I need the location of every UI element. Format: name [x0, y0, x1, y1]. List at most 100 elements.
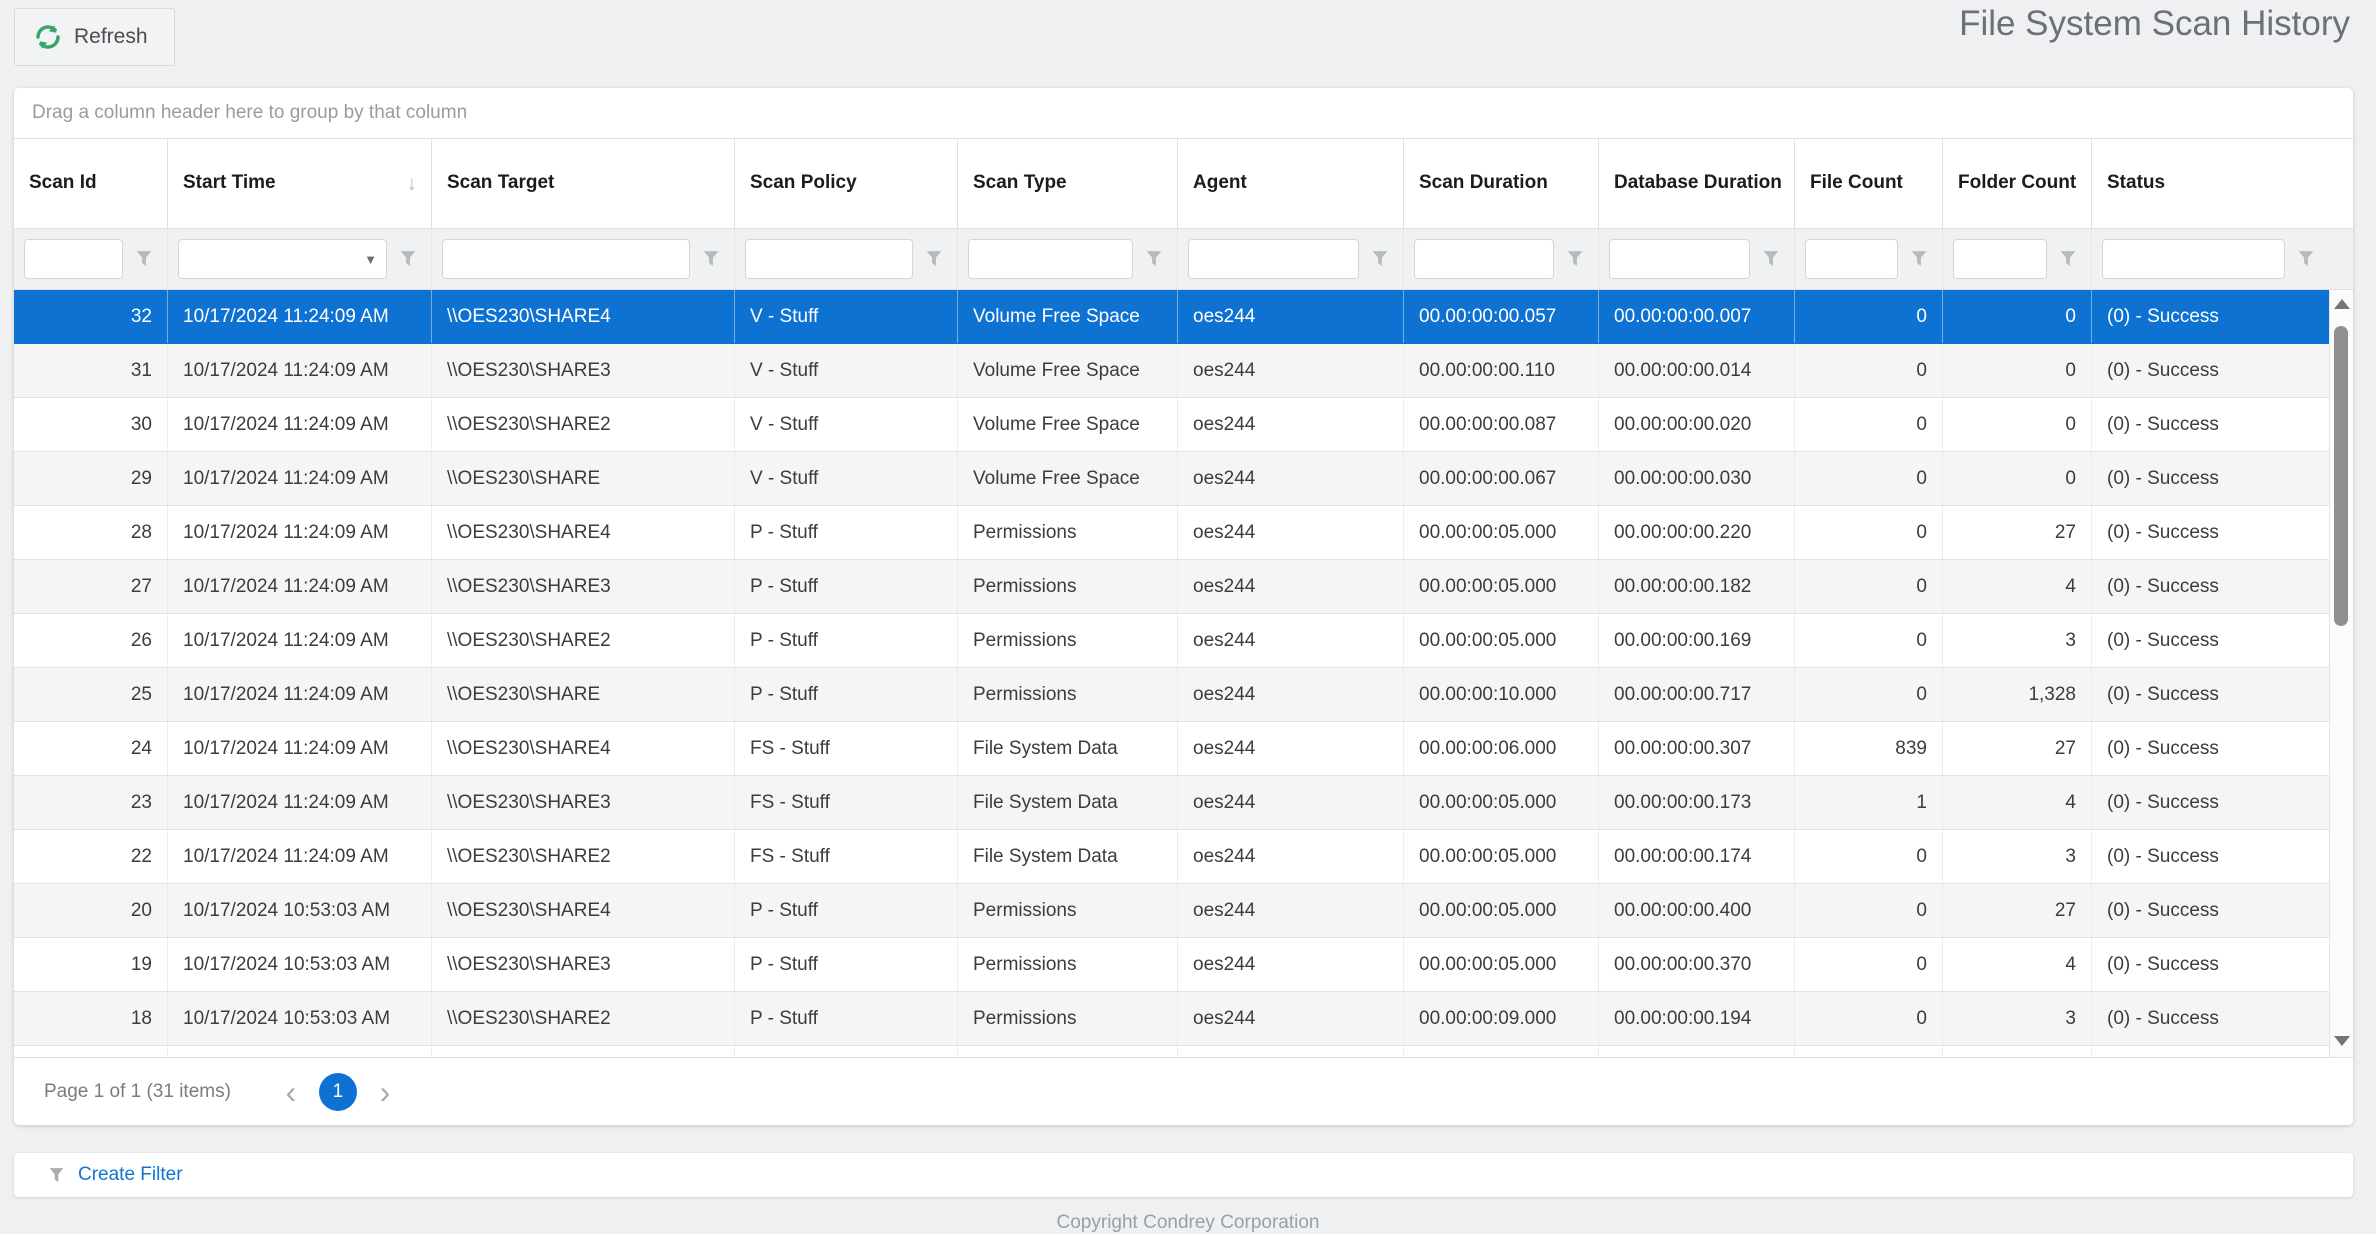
cell-status: (0) - Success	[2092, 290, 2329, 343]
cell-database_duration: 00.00:00:00.014	[1599, 344, 1795, 397]
sort-desc-arrow-icon: ↓	[407, 171, 420, 196]
cell-scan_policy: V - Stuff	[735, 398, 958, 451]
table-row[interactable]: 2510/17/2024 11:24:09 AM\\OES230\SHAREP …	[14, 668, 2353, 722]
cell-agent: oes244	[1178, 344, 1404, 397]
cell-folder_count: 3	[1943, 830, 2092, 883]
filter-menu-button-scan_type[interactable]	[1139, 250, 1169, 268]
cell-folder_count: 1,328	[1943, 668, 2092, 721]
filter-menu-button-folder_count[interactable]	[2053, 250, 2083, 268]
filter-input-scan_type[interactable]	[978, 248, 1123, 271]
filter-input-database_duration[interactable]	[1619, 248, 1740, 271]
column-header-scan_policy[interactable]: Scan Policy	[735, 139, 958, 228]
cell-scan_type: Permissions	[958, 560, 1178, 613]
cell-database_duration: 00.00:00:00.007	[1599, 290, 1795, 343]
cell-scan_id: 32	[14, 290, 168, 343]
cell-database_duration: 00.00:00:00.370	[1599, 938, 1795, 991]
column-header-status[interactable]: Status	[2092, 139, 2329, 228]
column-header-database_duration[interactable]: Database Duration	[1599, 139, 1795, 228]
pager-prev-button[interactable]: ‹	[269, 1076, 313, 1108]
table-row[interactable]: 2910/17/2024 11:24:09 AM\\OES230\SHAREV …	[14, 452, 2353, 506]
column-header-folder_count[interactable]: Folder Count	[1943, 139, 2092, 228]
cell-folder_count: 4	[1943, 560, 2092, 613]
column-header-file_count[interactable]: File Count	[1795, 139, 1943, 228]
table-row[interactable]: 2710/17/2024 11:24:09 AM\\OES230\SHARE3P…	[14, 560, 2353, 614]
cell-agent: oes244	[1178, 506, 1404, 559]
column-header-label: Agent	[1193, 172, 1247, 195]
filter-input-status[interactable]	[2112, 248, 2275, 271]
pager-next-button[interactable]: ›	[363, 1076, 407, 1108]
filter-input-folder_count[interactable]	[1963, 248, 2037, 271]
filter-menu-button-scan_target[interactable]	[696, 250, 726, 268]
cell-agent: oes244	[1178, 614, 1404, 667]
cell-status: (0) - Success	[2092, 344, 2329, 397]
cell-scan_duration	[1404, 1046, 1599, 1056]
cell-database_duration: 00.00:00:00.307	[1599, 722, 1795, 775]
column-header-label: Scan Type	[973, 172, 1067, 195]
column-header-start_time[interactable]: Start Time↓	[168, 139, 432, 228]
filter-menu-button-scan_id[interactable]	[129, 250, 159, 268]
cell-folder_count: 3	[1943, 614, 2092, 667]
cell-scan_policy: P - Stuff	[735, 506, 958, 559]
filter-menu-button-scan_policy[interactable]	[919, 250, 949, 268]
filter-input-agent[interactable]	[1198, 248, 1349, 271]
create-filter-bar[interactable]: Create Filter	[14, 1153, 2353, 1197]
cell-scan_policy: P - Stuff	[735, 560, 958, 613]
cell-scan_type: Volume Free Space	[958, 290, 1178, 343]
filter-cell-database_duration	[1599, 229, 1795, 289]
filter-input-file_count[interactable]	[1815, 248, 1888, 271]
cell-file_count: 0	[1795, 992, 1943, 1045]
filter-menu-button-status[interactable]	[2291, 250, 2321, 268]
filter-menu-button-scan_duration[interactable]	[1560, 250, 1590, 268]
table-row[interactable]: 3010/17/2024 11:24:09 AM\\OES230\SHARE2V…	[14, 398, 2353, 452]
column-header-scan_duration[interactable]: Scan Duration	[1404, 139, 1599, 228]
filter-input-scan_policy[interactable]	[755, 248, 903, 271]
refresh-icon	[33, 22, 63, 52]
group-panel[interactable]: Drag a column header here to group by th…	[14, 88, 2353, 138]
scrollbar-up-icon[interactable]	[2334, 299, 2350, 309]
table-row[interactable]: 2810/17/2024 11:24:09 AM\\OES230\SHARE4P…	[14, 506, 2353, 560]
cell-status: (0) - Success	[2092, 722, 2329, 775]
refresh-button-label: Refresh	[74, 25, 148, 49]
filter-input-start_time[interactable]	[188, 248, 360, 271]
table-row[interactable]: 2210/17/2024 11:24:09 AM\\OES230\SHARE2F…	[14, 830, 2353, 884]
table-row[interactable]: 1810/17/2024 10:53:03 AM\\OES230\SHARE2P…	[14, 992, 2353, 1046]
filter-menu-button-database_duration[interactable]	[1756, 250, 1786, 268]
cell-scan_policy	[735, 1046, 958, 1056]
cell-scan_policy: P - Stuff	[735, 938, 958, 991]
column-header-label: Scan Duration	[1419, 172, 1548, 195]
filter-input-scan_duration[interactable]	[1424, 248, 1544, 271]
filter-inputbox-scan_id	[24, 239, 123, 279]
table-row[interactable]: 2610/17/2024 11:24:09 AM\\OES230\SHARE2P…	[14, 614, 2353, 668]
table-row[interactable]: 2010/17/2024 10:53:03 AM\\OES230\SHARE4P…	[14, 884, 2353, 938]
filter-menu-button-file_count[interactable]	[1904, 250, 1934, 268]
vertical-scrollbar[interactable]	[2329, 290, 2353, 1057]
column-header-scan_type[interactable]: Scan Type	[958, 139, 1178, 228]
cell-folder_count: 0	[1943, 452, 2092, 505]
table-row[interactable]: 1910/17/2024 10:53:03 AM\\OES230\SHARE3P…	[14, 938, 2353, 992]
column-header-scan_target[interactable]: Scan Target	[432, 139, 735, 228]
scrollbar-thumb[interactable]	[2334, 326, 2348, 626]
filter-input-scan_target[interactable]	[452, 248, 680, 271]
table-row[interactable]: 2310/17/2024 11:24:09 AM\\OES230\SHARE3F…	[14, 776, 2353, 830]
table-row[interactable]: 3110/17/2024 11:24:09 AM\\OES230\SHARE3V…	[14, 344, 2353, 398]
cell-scan_duration: 00.00:00:05.000	[1404, 884, 1599, 937]
table-row[interactable]: 3210/17/2024 11:24:09 AM\\OES230\SHARE4V…	[14, 290, 2353, 344]
filter-menu-button-agent[interactable]	[1365, 250, 1395, 268]
scrollbar-down-icon[interactable]	[2334, 1036, 2350, 1046]
refresh-button[interactable]: Refresh	[14, 8, 175, 66]
funnel-icon	[702, 250, 720, 268]
filter-input-scan_id[interactable]	[34, 248, 113, 271]
column-header-agent[interactable]: Agent	[1178, 139, 1404, 228]
column-header-scan_id[interactable]: Scan Id	[14, 139, 168, 228]
filter-menu-button-start_time[interactable]	[393, 250, 423, 268]
cell-scan_target: \\OES230\SHARE4	[432, 722, 735, 775]
cell-scan_policy: P - Stuff	[735, 668, 958, 721]
pager-page-1-button[interactable]: 1	[319, 1073, 357, 1111]
table-row[interactable]: 2410/17/2024 11:24:09 AM\\OES230\SHARE4F…	[14, 722, 2353, 776]
table-row-partial	[14, 1046, 2353, 1056]
caret-down-icon[interactable]: ▼	[364, 252, 377, 267]
filter-cell-scan_duration	[1404, 229, 1599, 289]
cell-folder_count: 3	[1943, 992, 2092, 1045]
scan-history-grid: Drag a column header here to group by th…	[14, 88, 2353, 1125]
page-title: File System Scan History	[1959, 4, 2350, 44]
